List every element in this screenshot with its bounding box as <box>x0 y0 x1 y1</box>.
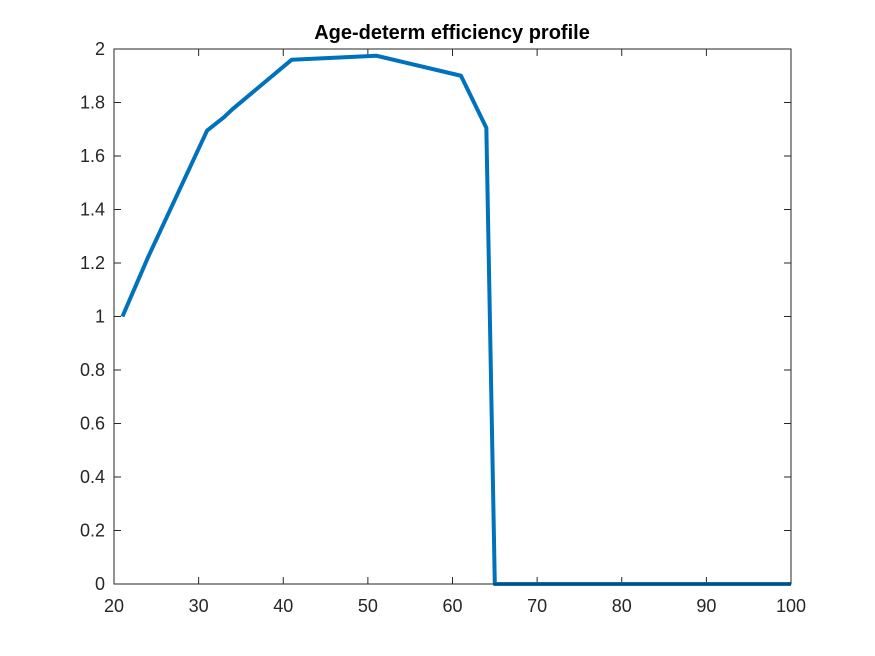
y-tick-label: 0.6 <box>80 414 105 434</box>
plot-area <box>114 49 791 584</box>
x-tick-label: 80 <box>612 596 632 616</box>
y-tick-label: 2 <box>95 39 105 59</box>
x-tick-label: 50 <box>358 596 378 616</box>
x-tick-label: 20 <box>104 596 124 616</box>
x-tick-label: 40 <box>273 596 293 616</box>
y-tick-label: 0.8 <box>80 360 105 380</box>
y-tick-label: 0.2 <box>80 521 105 541</box>
y-tick-label: 1.6 <box>80 146 105 166</box>
y-tick-label: 1.2 <box>80 253 105 273</box>
x-tick-label: 30 <box>189 596 209 616</box>
x-tick-label: 90 <box>696 596 716 616</box>
y-tick-label: 1.8 <box>80 93 105 113</box>
y-tick-label: 0.4 <box>80 467 105 487</box>
x-tick-label: 70 <box>527 596 547 616</box>
axes: 20 30 40 50 60 70 80 90 100 0 0.2 0.4 0.6 0.8 1 1.2 1.4 1… <box>80 39 806 616</box>
series-line-0 <box>120 53 791 586</box>
x-tick-label: 100 <box>776 596 806 616</box>
y-tick-label: 1.4 <box>80 200 105 220</box>
series-layer <box>120 53 791 586</box>
chart-title: Age-determ efficiency profile <box>314 22 590 44</box>
y-tick-label: 1 <box>95 307 105 327</box>
x-tick-label: 60 <box>442 596 462 616</box>
y-tick-label: 0 <box>95 574 105 594</box>
axes-box <box>113 48 792 585</box>
